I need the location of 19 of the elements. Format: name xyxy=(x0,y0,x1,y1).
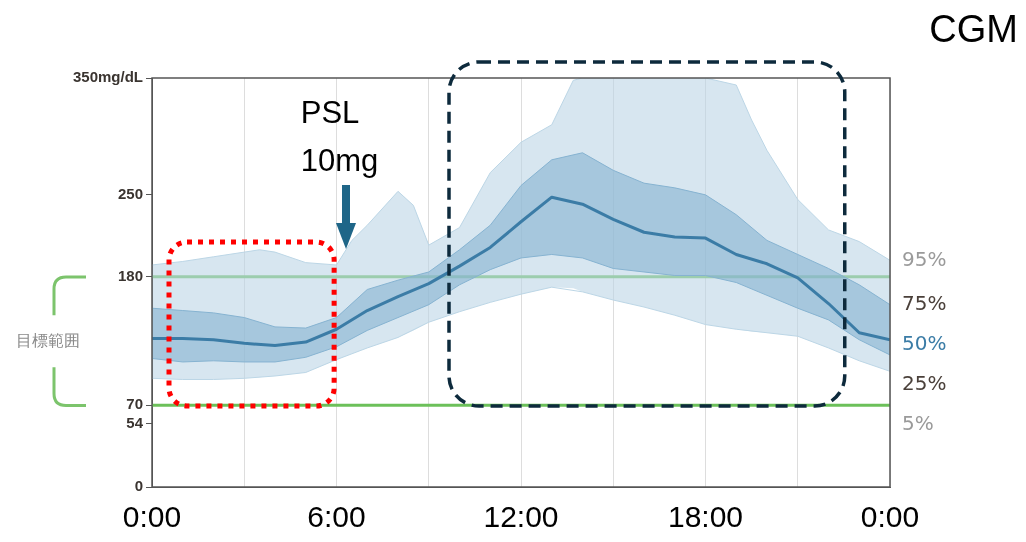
y-tick-label: 0 xyxy=(134,477,143,495)
x-tick-label: 6:00 xyxy=(307,500,366,534)
y-tick-label: 180 xyxy=(117,266,143,284)
series-label: 75% xyxy=(902,290,947,315)
x-tick-label: 0:00 xyxy=(122,500,182,534)
text: 5% xyxy=(902,410,934,435)
text: 目標範囲 xyxy=(16,330,80,351)
series-label: 50% xyxy=(902,330,947,355)
x-tick-label: 0:00 xyxy=(860,500,920,534)
annotation: PSL 10mg xyxy=(300,93,379,180)
series-label: 25% xyxy=(902,370,947,395)
y-tick-label: 350mg/dL xyxy=(72,68,143,86)
y-tick-label: 54 xyxy=(126,414,144,432)
series-label: 95% xyxy=(902,246,947,271)
y-tick-label: 70 xyxy=(126,395,143,413)
y-tick-label: 250 xyxy=(117,185,143,202)
x-tick-label: 18:00 xyxy=(667,500,744,534)
x-tick-label: 12:00 xyxy=(483,500,559,534)
text: CGM xyxy=(929,8,1018,51)
